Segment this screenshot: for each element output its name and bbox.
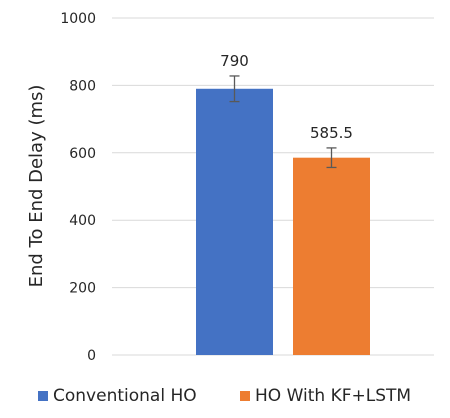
- y-tick-label: 600: [69, 146, 96, 162]
- y-tick-label: 0: [87, 348, 96, 364]
- y-axis-title: End To End Delay (ms): [26, 85, 47, 288]
- bars: [196, 88, 370, 356]
- legend-swatch: [240, 391, 250, 401]
- legend-swatch: [38, 391, 48, 401]
- y-axis-ticks: 0 200 400 600 800 1000: [60, 11, 96, 364]
- legend-label: Conventional HO: [53, 386, 197, 406]
- y-tick-label: 200: [69, 281, 96, 297]
- bar-ho-with-kf-lstm: [293, 157, 370, 355]
- error-bars: [229, 75, 337, 169]
- data-label: 790: [220, 52, 249, 70]
- legend: Conventional HO HO With KF+LSTM: [38, 386, 411, 406]
- data-label: 585.5: [310, 124, 353, 142]
- data-labels: 790 585.5: [220, 52, 353, 142]
- bar-conventional-ho: [196, 88, 273, 356]
- legend-label: HO With KF+LSTM: [255, 386, 411, 406]
- y-tick-label: 800: [69, 78, 96, 94]
- y-tick-label: 1000: [60, 11, 96, 27]
- y-tick-label: 400: [69, 213, 96, 229]
